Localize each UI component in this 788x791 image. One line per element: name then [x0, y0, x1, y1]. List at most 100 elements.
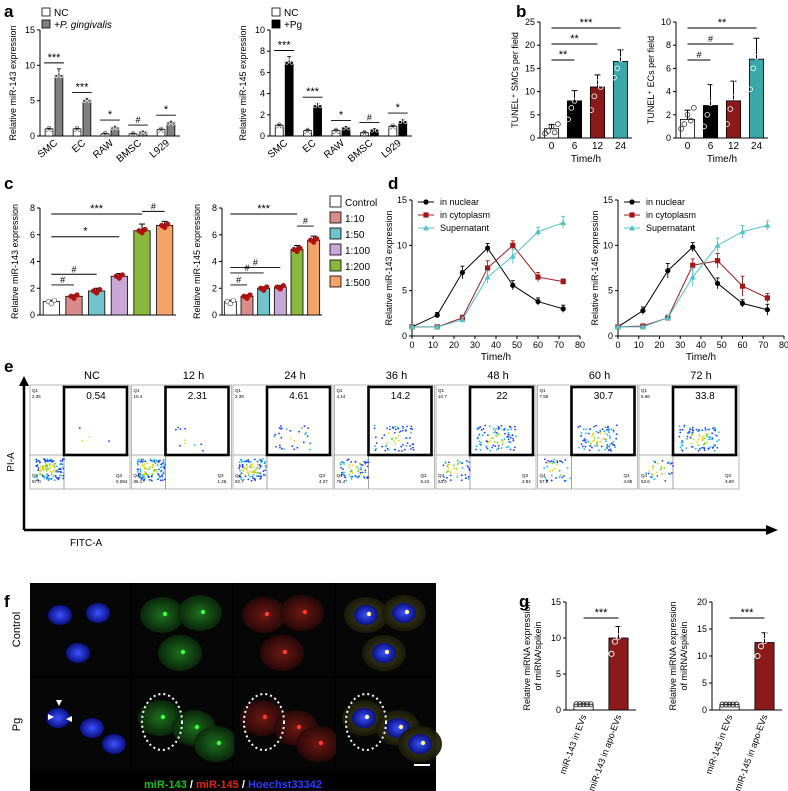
event-dot [62, 472, 65, 474]
y-tick-label: 6 [212, 230, 217, 240]
event-dot [614, 446, 617, 449]
chart-d-right: 0 5 10 15 0 10 20 30 40 50 60 70 80 Time/h Relative mi… [590, 195, 788, 363]
data-point [565, 116, 571, 123]
event-dot [278, 432, 280, 435]
event-dot [679, 431, 682, 434]
mirna-spot [384, 649, 390, 655]
event-dot [711, 447, 714, 449]
event-dot [55, 465, 58, 468]
x-tick-label: 0 [409, 340, 414, 350]
event-dot [608, 445, 611, 448]
event-dot [583, 439, 586, 442]
event-dot [361, 471, 364, 474]
event-dot [652, 467, 654, 470]
event-dot [588, 444, 591, 447]
event-dot [408, 437, 411, 439]
bar [133, 230, 151, 316]
y-axis-label: Relative miR-143 expression [8, 25, 18, 140]
y-tick-label: 2 [212, 283, 217, 293]
significance-label: # [696, 50, 701, 60]
event-dot [264, 464, 267, 467]
data-point [733, 701, 740, 708]
event-dot [343, 471, 345, 474]
event-dot [559, 460, 561, 462]
x-tick-label: 40 [491, 340, 501, 350]
event-dot [160, 463, 163, 466]
pi-axis-label: PI-A [6, 452, 17, 472]
y-tick-label: 0 [530, 133, 535, 143]
data-point [142, 226, 148, 232]
panel-label-f: f [4, 592, 10, 611]
event-dot [467, 466, 469, 468]
event-dot [340, 466, 343, 469]
cytoplasm-green [140, 597, 184, 633]
mirna-spot [194, 724, 200, 730]
event-dot [713, 444, 715, 446]
legend-label: Control [345, 198, 377, 209]
event-dot [713, 429, 715, 431]
data-point [57, 72, 61, 77]
marker-triangle [535, 228, 541, 235]
event-dot [410, 448, 412, 450]
event-dot [714, 434, 717, 436]
data-point [573, 701, 580, 708]
event-dot [595, 424, 597, 427]
data-point [308, 129, 313, 134]
data-point [131, 130, 135, 135]
legend-label: in nuclear [440, 197, 479, 207]
event-dot [45, 470, 48, 472]
event-dot [670, 472, 673, 474]
event-dot [506, 435, 509, 438]
y-tick-label: 15 [397, 195, 407, 205]
event-dot [544, 458, 546, 461]
event-dot [487, 434, 489, 437]
event-dot [681, 428, 684, 431]
data-point [297, 245, 303, 251]
data-point [341, 126, 346, 131]
event-dot [605, 445, 608, 448]
event-dot [46, 474, 48, 477]
event-dot [479, 426, 482, 428]
event-dot [144, 460, 147, 463]
event-dot [404, 437, 407, 440]
event-dot [60, 474, 63, 477]
event-dot [610, 449, 612, 452]
event-dot [281, 447, 283, 450]
marker-square [629, 212, 635, 218]
event-dot [57, 478, 60, 481]
event-dot [496, 448, 498, 451]
event-dot [142, 460, 145, 463]
q1-value: 2.39 [235, 394, 244, 399]
event-dot [242, 473, 245, 476]
data-point [115, 126, 120, 131]
data-point [583, 701, 591, 708]
event-dot [491, 446, 493, 449]
event-dot [447, 470, 449, 472]
event-dot [707, 447, 710, 450]
data-point [684, 112, 691, 118]
data-point [289, 60, 294, 65]
data-point [400, 118, 405, 123]
data-point [622, 615, 629, 622]
event-dot [143, 466, 146, 469]
event-dot [550, 474, 553, 477]
event-dot [555, 477, 557, 479]
q3-name: Q3 [522, 473, 529, 478]
event-dot [39, 470, 42, 473]
event-dot [480, 429, 483, 431]
y-tick-label: 10 [25, 60, 35, 70]
plot-frame [537, 384, 638, 490]
event-dot [685, 447, 688, 450]
event-dot [507, 428, 509, 431]
legend-label: in cytoplasm [440, 210, 490, 220]
event-dot [704, 427, 707, 429]
event-dot [43, 477, 46, 480]
tile-bg [30, 678, 130, 771]
significance-label: * [396, 102, 401, 114]
event-dot [485, 445, 488, 448]
event-dot [591, 446, 593, 449]
event-dot [247, 474, 250, 477]
event-dot [493, 431, 495, 434]
event-dot [349, 470, 352, 473]
marker-circle [510, 282, 516, 288]
